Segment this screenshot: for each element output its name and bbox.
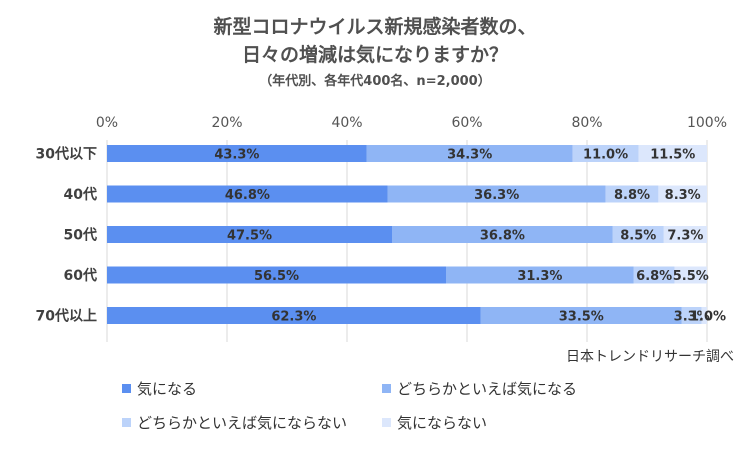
legend-swatch-1 xyxy=(122,384,131,393)
data-label: 8.3% xyxy=(665,188,701,203)
data-label: 62.3% xyxy=(271,310,316,325)
data-label: 43.3% xyxy=(214,148,259,163)
bar-segment xyxy=(701,307,707,324)
bar-segment xyxy=(663,226,707,243)
legend-item-4: 気にならない xyxy=(382,412,487,433)
legend-label-3: どちらかといえば気にならない xyxy=(137,414,348,432)
x-tick-label: 100% xyxy=(687,115,727,131)
x-tick-label: 80% xyxy=(571,115,602,131)
bar-segment xyxy=(633,266,675,284)
source-note: 日本トレンドリサーチ調べ xyxy=(566,349,734,365)
category-label: 50代 xyxy=(64,227,97,244)
chart-title-line-1: 新型コロナウイルス新規感染者数の、 xyxy=(213,16,537,38)
data-label: 7.3% xyxy=(667,229,703,244)
data-label: 3.3% xyxy=(674,310,710,325)
category-label: 60代 xyxy=(64,267,97,284)
data-label: 6.8% xyxy=(636,269,672,284)
data-label: 36.3% xyxy=(474,188,519,203)
bar-segment xyxy=(107,307,481,324)
bar-segment xyxy=(107,226,392,243)
bar-segment xyxy=(366,145,573,162)
category-label: 70代以上 xyxy=(36,308,97,325)
legend-label-2: どちらかといえば気になる xyxy=(397,380,578,398)
data-label: 11.0% xyxy=(583,148,628,163)
bar-segment xyxy=(107,145,367,162)
legend-label-1: 気になる xyxy=(137,380,198,398)
bar-segment xyxy=(572,145,639,162)
legend-item-1: 気になる xyxy=(122,378,197,399)
legend-label-4: 気にならない xyxy=(397,414,488,432)
x-tick-label: 0% xyxy=(96,115,118,131)
legend-swatch-2 xyxy=(382,384,391,393)
category-label: 30代以下 xyxy=(36,146,97,163)
legend-item-2: どちらかといえば気になる xyxy=(382,378,577,399)
data-label: 8.8% xyxy=(614,188,650,203)
bar-segment xyxy=(658,185,707,203)
bar-segment xyxy=(446,266,634,284)
legend-item-3: どちらかといえば気にならない xyxy=(122,412,347,433)
data-label: 5.5% xyxy=(673,269,709,284)
bar-segment xyxy=(605,185,659,203)
bar-segment xyxy=(638,145,707,162)
chart-subtitle: （年代別、各年代400名、n=2,000） xyxy=(259,74,491,89)
category-label: 40代 xyxy=(64,186,97,203)
x-tick-label: 60% xyxy=(451,115,482,131)
data-label: 33.5% xyxy=(559,310,604,325)
bar-segment xyxy=(107,266,446,284)
x-tick-label: 20% xyxy=(211,115,242,131)
x-tick-label: 40% xyxy=(331,115,362,131)
bar-segment xyxy=(392,226,613,243)
bar-segment xyxy=(674,266,707,284)
bar-segment xyxy=(107,185,388,203)
data-label: 8.5% xyxy=(620,229,656,244)
bar-segment xyxy=(681,307,702,324)
data-label: 56.5% xyxy=(254,269,299,284)
data-label: 36.8% xyxy=(480,229,525,244)
legend-swatch-4 xyxy=(382,418,391,427)
data-label: 47.5% xyxy=(227,229,272,244)
bar-segment xyxy=(387,185,606,203)
legend-swatch-3 xyxy=(122,418,131,427)
chart-title-line-2: 日々の増減は気になりますか？ xyxy=(241,44,508,66)
data-label: 31.3% xyxy=(517,269,562,284)
data-label: 34.3% xyxy=(447,148,492,163)
data-label: 11.5% xyxy=(650,148,695,163)
bar-segment xyxy=(480,307,682,324)
data-label: 46.8% xyxy=(225,188,270,203)
data-label: 1.0% xyxy=(690,310,726,325)
bar-segment xyxy=(612,226,664,243)
